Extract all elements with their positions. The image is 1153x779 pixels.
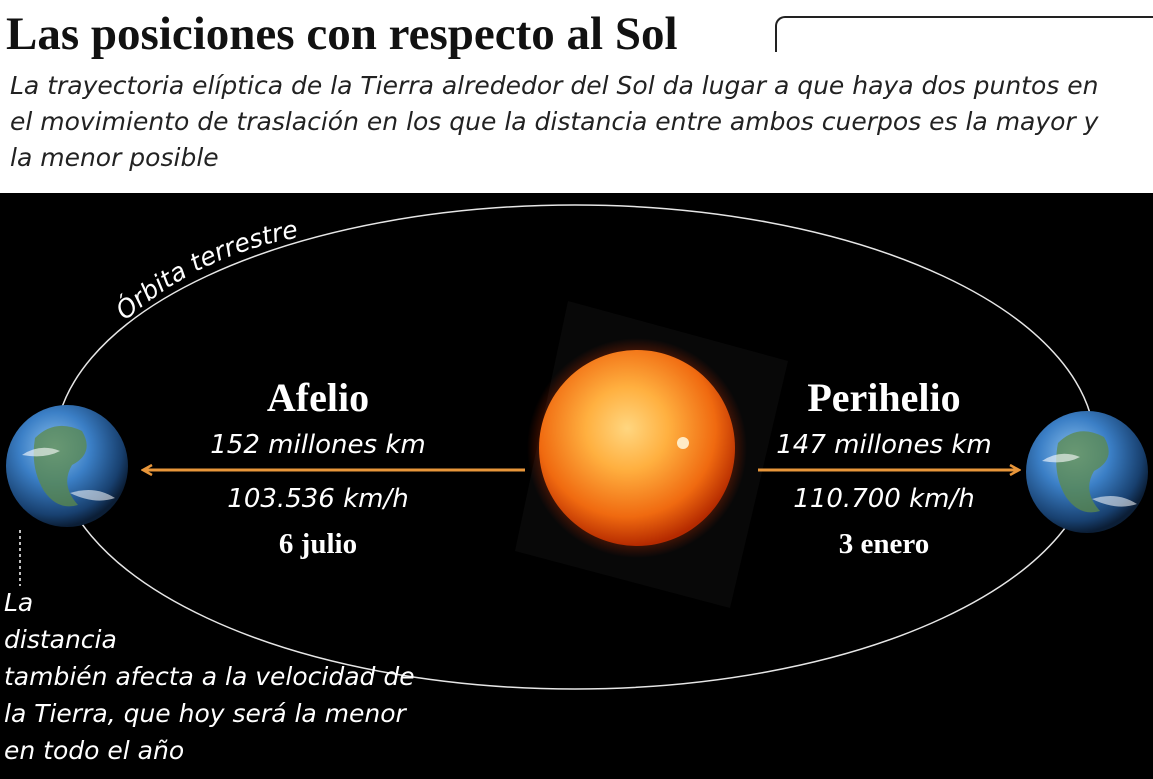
sun-icon [539, 350, 735, 546]
aphelion-speed: 103.536 km/h [227, 484, 409, 514]
speed-note-line-2: distancia [4, 625, 117, 654]
aphelion-date: 6 julio [278, 528, 358, 560]
sun-flare [677, 437, 689, 449]
perihelion-date: 3 enero [838, 528, 930, 560]
speed-note: La distancia también afecta a la velocid… [4, 584, 444, 769]
header: Las posiciones con respecto al Sol La tr… [0, 0, 1153, 193]
perihelion-title: Perihelio [807, 375, 961, 420]
speed-note-rest: también afecta a la velocidad de la Tier… [4, 662, 415, 765]
aphelion-title: Afelio [266, 375, 370, 420]
page-title: Las posiciones con respecto al Sol [6, 8, 678, 60]
earth-aphelion-icon [6, 405, 128, 527]
perihelion-speed: 110.700 km/h [793, 484, 975, 514]
page-subtitle: La trayectoria elíptica de la Tierra alr… [10, 71, 1099, 172]
orbit-diagram: Órbita terrestre [6, 204, 1148, 690]
title-rule [775, 16, 1153, 52]
aphelion-distance: 152 millones km [210, 430, 426, 460]
orbit-label-text: Órbita terrestre [109, 215, 300, 326]
perihelion-distance: 147 millones km [776, 430, 992, 460]
diagram-panel: Órbita terrestre Afelio 152 millones km … [0, 193, 1153, 779]
earth-perihelion-icon [1026, 411, 1148, 533]
speed-note-line-1: La [4, 588, 34, 617]
orbit-label: Órbita terrestre [109, 215, 300, 326]
